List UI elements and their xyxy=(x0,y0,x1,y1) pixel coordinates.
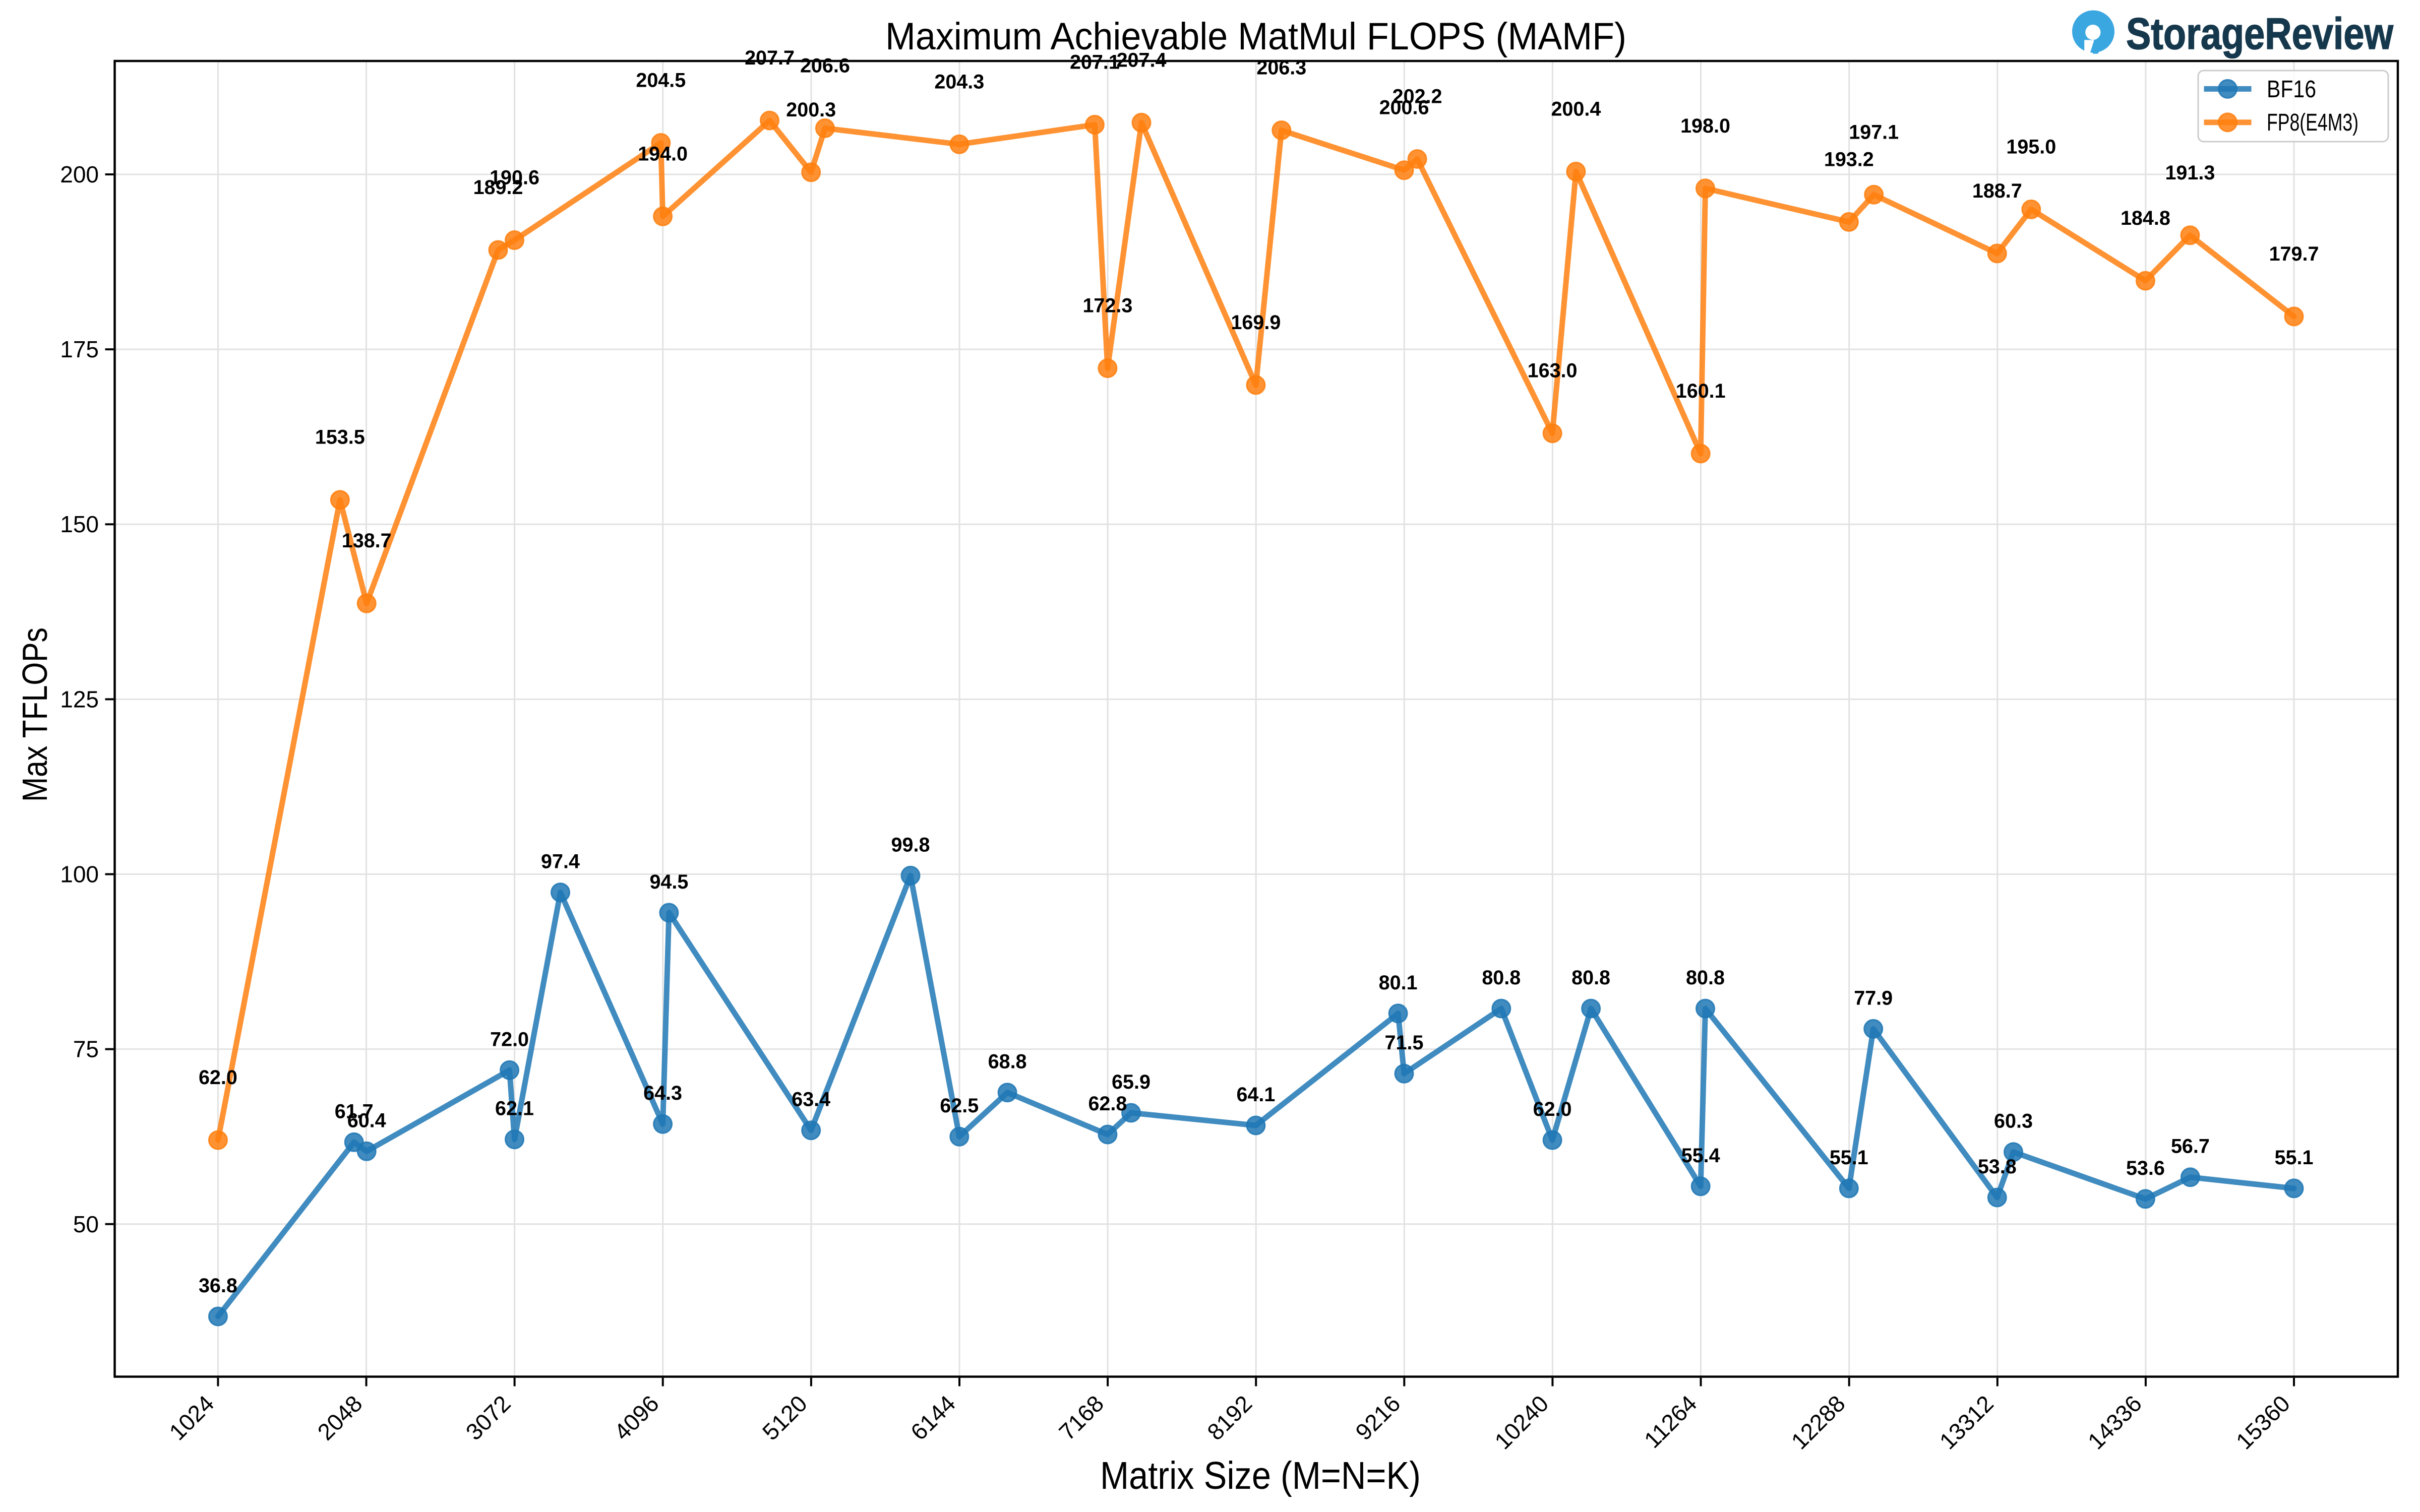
svg-text:99.8: 99.8 xyxy=(891,834,930,856)
svg-text:150: 150 xyxy=(60,511,99,537)
svg-text:189.2: 189.2 xyxy=(473,176,523,199)
svg-text:53.8: 53.8 xyxy=(1978,1156,2017,1178)
svg-text:200.3: 200.3 xyxy=(786,99,836,121)
svg-text:StorageReview: StorageReview xyxy=(2126,9,2393,58)
svg-text:200.6: 200.6 xyxy=(1379,97,1429,119)
svg-text:71.5: 71.5 xyxy=(1385,1032,1424,1054)
svg-text:55.1: 55.1 xyxy=(1830,1147,1868,1169)
svg-text:200.4: 200.4 xyxy=(1551,98,1601,120)
svg-text:53.6: 53.6 xyxy=(2126,1157,2165,1179)
svg-text:184.8: 184.8 xyxy=(2121,207,2170,229)
svg-text:77.9: 77.9 xyxy=(1854,987,1893,1009)
svg-text:80.1: 80.1 xyxy=(1379,972,1418,994)
svg-text:80.8: 80.8 xyxy=(1482,967,1521,989)
svg-text:72.0: 72.0 xyxy=(490,1028,529,1050)
svg-text:62.0: 62.0 xyxy=(1533,1098,1572,1120)
svg-text:204.5: 204.5 xyxy=(636,70,686,92)
svg-text:36.8: 36.8 xyxy=(199,1275,237,1297)
svg-text:Maximum Achievable MatMul FLOP: Maximum Achievable MatMul FLOPS (MAMF) xyxy=(885,15,1626,58)
svg-text:169.9: 169.9 xyxy=(1231,311,1281,334)
svg-text:125: 125 xyxy=(60,686,99,712)
svg-text:64.3: 64.3 xyxy=(643,1082,682,1104)
svg-text:202.2: 202.2 xyxy=(1393,86,1442,108)
svg-text:190.6: 190.6 xyxy=(490,167,539,189)
svg-text:62.8: 62.8 xyxy=(1088,1093,1127,1115)
svg-text:64.1: 64.1 xyxy=(1236,1084,1275,1106)
svg-text:Matrix Size (M=N=K): Matrix Size (M=N=K) xyxy=(1100,1454,1421,1497)
svg-text:62.0: 62.0 xyxy=(199,1066,237,1089)
svg-text:80.8: 80.8 xyxy=(1571,967,1610,989)
svg-text:60.3: 60.3 xyxy=(1994,1110,2033,1132)
svg-text:62.1: 62.1 xyxy=(495,1098,534,1120)
svg-text:61.7: 61.7 xyxy=(335,1100,374,1122)
svg-text:75: 75 xyxy=(73,1036,99,1062)
svg-text:200: 200 xyxy=(60,161,99,187)
svg-text:FP8(E4M3): FP8(E4M3) xyxy=(2267,109,2358,136)
svg-text:172.3: 172.3 xyxy=(1082,295,1132,317)
svg-text:153.5: 153.5 xyxy=(315,426,365,449)
svg-text:Max TFLOPs: Max TFLOPs xyxy=(15,627,54,802)
svg-text:195.0: 195.0 xyxy=(2006,136,2056,158)
svg-text:BF16: BF16 xyxy=(2267,76,2316,103)
svg-text:97.4: 97.4 xyxy=(541,851,580,873)
svg-text:160.1: 160.1 xyxy=(1676,380,1726,402)
svg-text:68.8: 68.8 xyxy=(988,1051,1027,1073)
svg-text:63.4: 63.4 xyxy=(792,1089,830,1111)
svg-text:179.7: 179.7 xyxy=(2269,243,2319,265)
svg-text:94.5: 94.5 xyxy=(649,871,688,893)
svg-text:65.9: 65.9 xyxy=(1112,1071,1151,1093)
svg-text:138.7: 138.7 xyxy=(342,530,392,552)
svg-text:194.0: 194.0 xyxy=(638,143,688,165)
svg-text:55.1: 55.1 xyxy=(2275,1147,2314,1169)
svg-text:163.0: 163.0 xyxy=(1528,360,1578,382)
svg-text:188.7: 188.7 xyxy=(1972,180,2022,202)
svg-text:207.1: 207.1 xyxy=(1070,51,1120,73)
svg-text:204.3: 204.3 xyxy=(934,71,984,93)
svg-text:80.8: 80.8 xyxy=(1686,967,1725,989)
svg-text:62.5: 62.5 xyxy=(940,1095,979,1117)
svg-text:55.4: 55.4 xyxy=(1681,1145,1720,1167)
svg-text:100: 100 xyxy=(60,861,99,888)
svg-text:206.6: 206.6 xyxy=(800,54,850,77)
svg-text:197.1: 197.1 xyxy=(1849,121,1899,143)
svg-text:56.7: 56.7 xyxy=(2171,1136,2210,1158)
svg-text:198.0: 198.0 xyxy=(1680,115,1730,137)
svg-text:191.3: 191.3 xyxy=(2165,162,2215,184)
svg-text:50: 50 xyxy=(73,1211,99,1237)
svg-text:60.4: 60.4 xyxy=(347,1109,386,1131)
svg-text:207.7: 207.7 xyxy=(745,47,795,69)
svg-text:175: 175 xyxy=(60,336,99,362)
svg-text:193.2: 193.2 xyxy=(1824,148,1874,170)
